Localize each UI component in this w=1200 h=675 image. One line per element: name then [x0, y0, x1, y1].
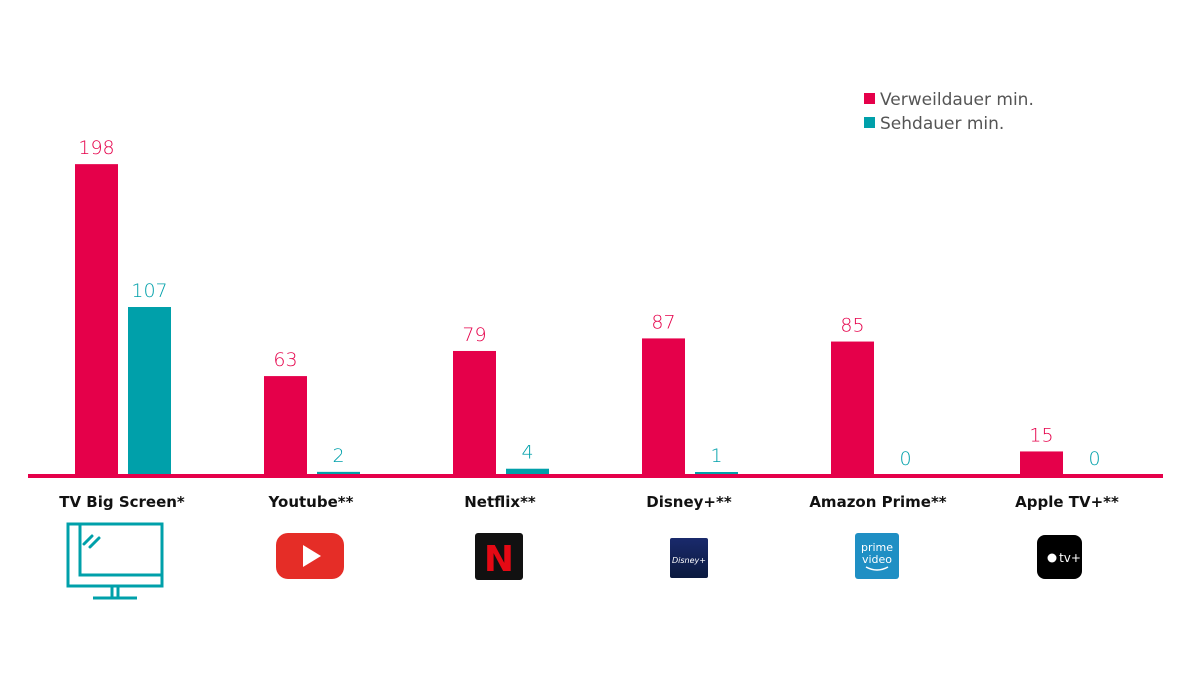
appletv-logo-text: tv+	[1059, 551, 1081, 565]
value-label-verweildauer-youtube: 63	[273, 349, 297, 371]
tv-screen-icon	[66, 522, 164, 600]
value-labels: 198 107 63 2 79 4 87 1 85 0 15 0	[78, 137, 1100, 470]
prime-logo-line1: prime	[861, 541, 893, 554]
legend-label-verweildauer: Verweildauer min.	[880, 90, 1034, 110]
value-label-sehdauer-youtube: 2	[332, 445, 344, 467]
prime-video-logo: prime video	[855, 533, 899, 579]
value-label-sehdauer-apple: 0	[1088, 448, 1100, 470]
value-label-verweildauer-tv: 198	[78, 137, 114, 159]
legend: Verweildauer min. Sehdauer min.	[864, 90, 1034, 134]
value-label-sehdauer-netflix: 4	[521, 442, 533, 464]
bar-verweildauer-tv	[75, 164, 118, 475]
legend-label-sehdauer: Sehdauer min.	[880, 114, 1004, 134]
disney-logo-text: Disney+	[672, 556, 706, 565]
netflix-logo-letter: N	[484, 539, 514, 580]
value-label-sehdauer-disney: 1	[710, 445, 722, 467]
disney-plus-logo: Disney+	[670, 538, 708, 578]
legend-swatch-sehdauer	[864, 117, 875, 128]
bar-verweildauer-youtube	[264, 376, 307, 475]
bar-verweildauer-apple	[1020, 451, 1063, 475]
apple-icon	[1047, 553, 1057, 563]
category-label-tv: TV Big Screen*	[59, 493, 185, 511]
bar-sehdauer-netflix	[506, 468, 549, 475]
value-label-verweildauer-amazon: 85	[840, 315, 864, 337]
bar-verweildauer-netflix	[453, 350, 496, 475]
youtube-logo	[276, 533, 344, 579]
value-label-verweildauer-disney: 87	[651, 311, 675, 333]
value-label-sehdauer-tv: 107	[131, 280, 167, 302]
bar-sehdauer-disney	[695, 472, 738, 475]
value-label-verweildauer-netflix: 79	[462, 324, 486, 346]
bars	[75, 164, 1063, 475]
value-label-sehdauer-amazon: 0	[899, 448, 911, 470]
category-label-amazon: Amazon Prime**	[809, 493, 946, 511]
bar-verweildauer-disney	[642, 338, 685, 475]
category-label-disney: Disney+**	[646, 493, 732, 511]
baseline	[28, 474, 1163, 478]
category-labels: TV Big Screen* Youtube** Netflix** Disne…	[59, 493, 1119, 511]
prime-logo-line2: video	[862, 553, 892, 566]
legend-swatch-verweildauer	[864, 93, 875, 104]
category-label-youtube: Youtube**	[268, 493, 354, 511]
bar-verweildauer-amazon	[831, 341, 874, 475]
category-label-apple: Apple TV+**	[1015, 493, 1119, 511]
bar-sehdauer-tv	[128, 307, 171, 475]
netflix-logo: N	[475, 533, 523, 580]
apple-tv-plus-logo: tv+	[1037, 535, 1082, 579]
category-label-netflix: Netflix**	[464, 493, 536, 511]
value-label-verweildauer-apple: 15	[1029, 424, 1053, 446]
bar-sehdauer-youtube	[317, 471, 360, 475]
